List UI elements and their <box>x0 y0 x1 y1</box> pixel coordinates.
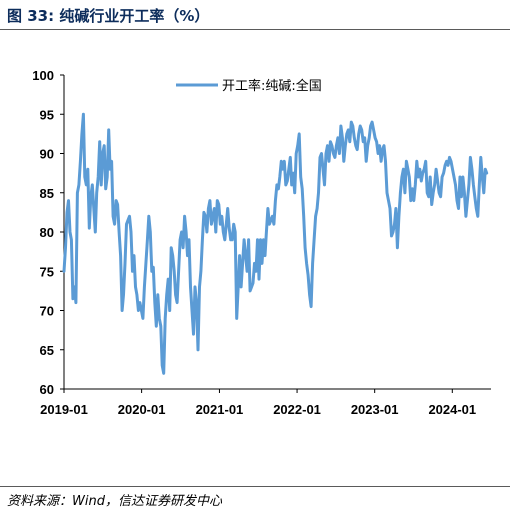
x-tick-label: 2019-01 <box>40 402 88 417</box>
source-divider <box>0 486 510 487</box>
y-tick-label: 95 <box>40 107 54 122</box>
y-axis: 60 65 70 75 80 85 90 95 100 <box>32 68 65 397</box>
x-axis: 2019-01 2020-01 2021-01 2022-01 2023-01 2024-… <box>40 388 491 417</box>
x-tick-label: 2021-01 <box>196 402 244 417</box>
y-tick-label: 90 <box>40 147 54 162</box>
y-tick-label: 100 <box>32 68 54 83</box>
figure-title: 图 33: 纯碱行业开工率（%） <box>7 7 210 25</box>
series-line <box>62 112 489 375</box>
x-tick-label: 2024-01 <box>428 402 476 417</box>
y-tick-label: 65 <box>40 343 54 358</box>
y-tick-label: 60 <box>40 382 54 397</box>
legend: 开工率:纯碱:全国 <box>176 78 322 94</box>
series-layer <box>62 112 489 375</box>
line-chart: 60 65 70 75 80 85 90 95 100 2019-01 2020-01 2021-0… <box>32 68 491 417</box>
x-tick-label: 2022-01 <box>273 402 321 417</box>
x-tick-label: 2023-01 <box>351 402 399 417</box>
title-divider <box>0 29 510 30</box>
y-tick-label: 85 <box>40 186 54 201</box>
y-tick-label: 80 <box>40 225 54 240</box>
legend-label: 开工率:纯碱:全国 <box>222 78 322 94</box>
source-note: 资料来源：Wind，信达证券研发中心 <box>7 494 222 509</box>
y-tick-label: 75 <box>40 264 54 279</box>
y-tick-label: 70 <box>40 304 54 319</box>
x-tick-label: 2020-01 <box>118 402 166 417</box>
